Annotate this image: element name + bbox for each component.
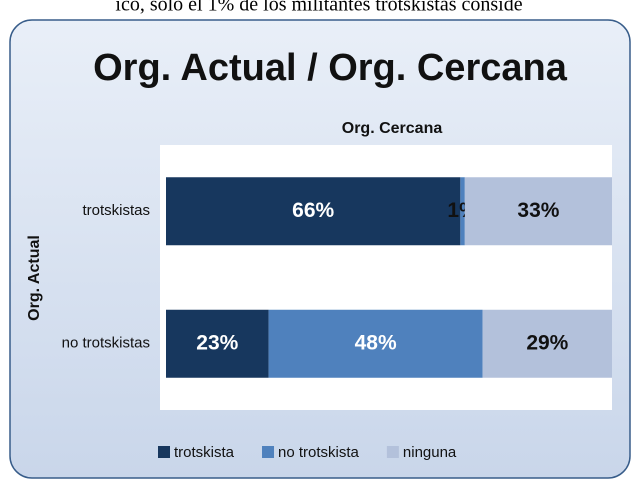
bar-segment: [268, 309, 483, 378]
y-axis-label: Org. Actual: [26, 235, 43, 321]
legend-label: no trotskista: [278, 444, 360, 461]
data-label: 23%: [196, 331, 238, 354]
legend-label: ninguna: [403, 444, 457, 461]
chart-title: Org. Actual / Org. Cercana: [93, 47, 568, 89]
bar-segment: [482, 309, 612, 378]
bar-segment: [460, 177, 465, 246]
data-label: 66%: [292, 199, 334, 222]
legend-swatch: [158, 446, 170, 458]
y-tick-label: no trotskistas: [62, 335, 150, 352]
legend-label: trotskista: [174, 444, 235, 461]
data-label: 48%: [355, 331, 397, 354]
legend-swatch: [386, 446, 399, 458]
data-label: 29%: [526, 331, 568, 354]
y-tick-label: trotskistas: [82, 202, 150, 219]
page-text: ico, solo el 1% de los militantes trotsk…: [115, 0, 522, 16]
chart-subtitle: Org. Cercana: [342, 120, 443, 137]
bar-segment: [166, 177, 461, 246]
bar-segment: [166, 309, 269, 378]
bar-segment: [464, 177, 612, 246]
legend-swatch: [262, 446, 275, 458]
data-label: 33%: [517, 199, 559, 222]
